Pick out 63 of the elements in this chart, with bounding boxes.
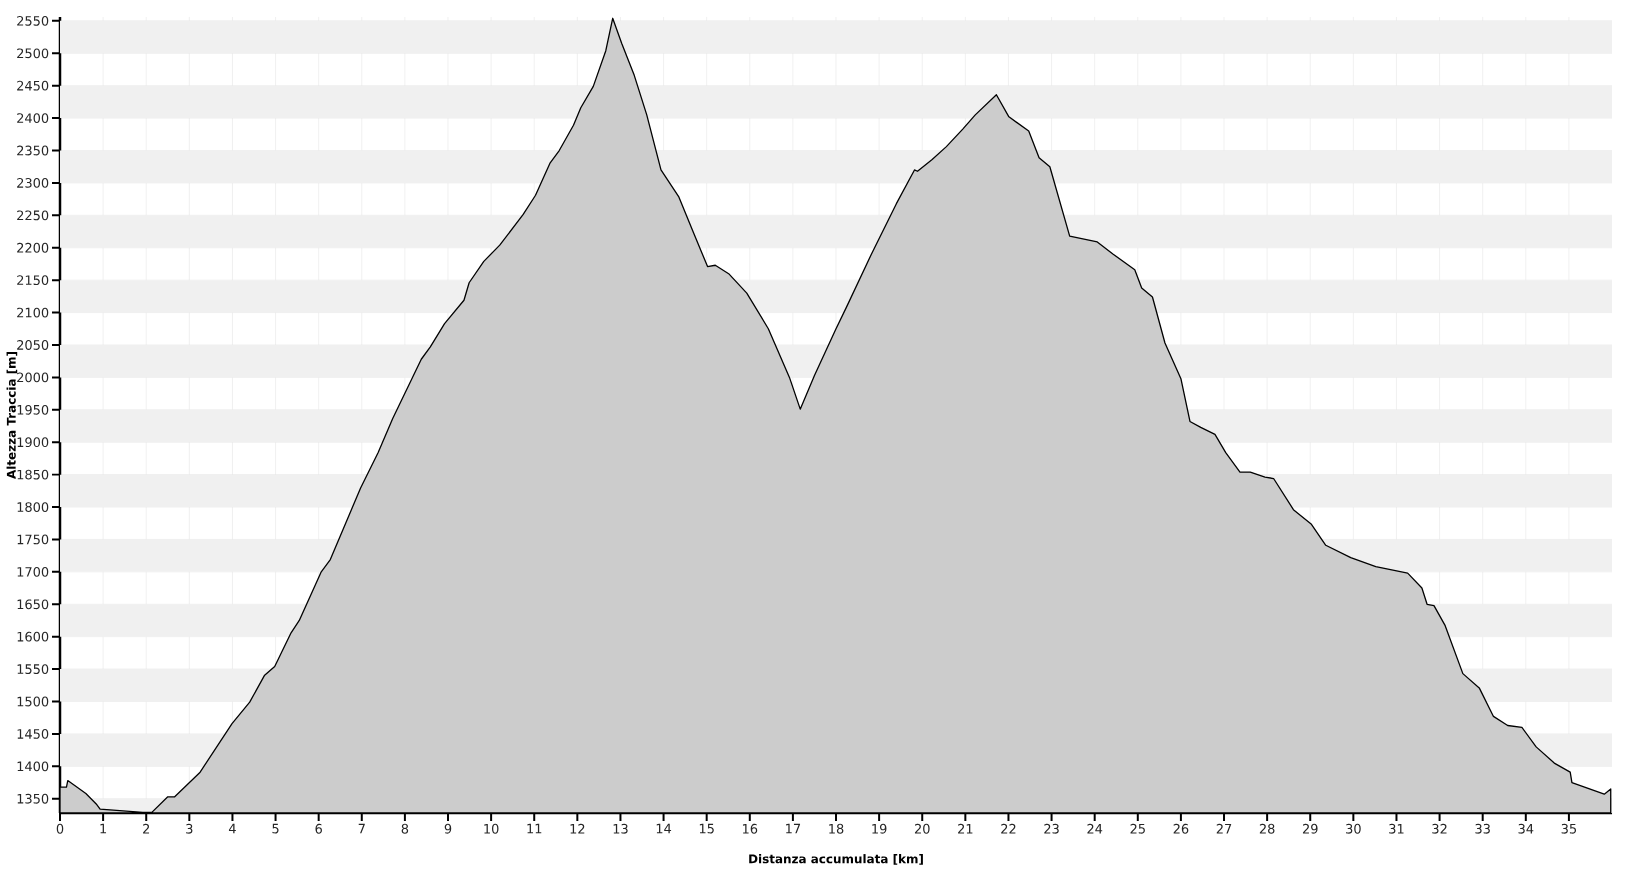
y-tick-label: 1950 — [17, 404, 49, 415]
x-tick-label: 10 — [484, 823, 499, 834]
y-axis-title: Altezza Traccia [m] — [6, 352, 18, 479]
y-tick-label: 1750 — [17, 534, 49, 545]
x-tick-label: 13 — [613, 823, 628, 834]
y-tick-label: 1800 — [17, 502, 49, 512]
x-tick-label: 6 — [315, 823, 322, 834]
y-tick-label: 2250 — [17, 210, 49, 221]
x-tick-label: 33 — [1475, 823, 1490, 834]
x-tick-label: 26 — [1173, 823, 1189, 834]
y-tick-label: 2150 — [17, 275, 49, 286]
y-tick-label: 1850 — [17, 469, 49, 480]
x-tick-label: 7 — [358, 823, 365, 834]
x-tick-label: 20 — [914, 823, 930, 834]
x-tick-label: 35 — [1561, 823, 1577, 834]
y-tick-label: 2000 — [17, 372, 49, 383]
x-tick-label: 5 — [272, 823, 279, 834]
y-tick-label: 2100 — [17, 307, 49, 318]
x-tick-label: 21 — [958, 823, 973, 834]
x-tick-label: 31 — [1389, 823, 1404, 834]
y-tick-label: 2050 — [17, 340, 49, 350]
y-tick-label: 1350 — [17, 793, 49, 804]
x-tick-label: 27 — [1216, 823, 1232, 834]
x-tick-label: 9 — [444, 823, 452, 834]
y-tick-label: 1700 — [17, 566, 49, 577]
x-tick-label: 1 — [100, 823, 107, 834]
y-tick-label: 1550 — [17, 664, 49, 674]
x-tick-label: 11 — [527, 823, 542, 834]
x-tick-label: 19 — [872, 823, 887, 834]
y-tick-label: 2500 — [17, 48, 49, 59]
y-tick-label: 1400 — [17, 761, 49, 772]
y-tick-label: 2300 — [17, 178, 49, 188]
x-tick-label: 18 — [829, 823, 844, 834]
x-tick-label: 29 — [1302, 823, 1318, 834]
x-tick-label: 23 — [1044, 823, 1059, 834]
x-tick-label: 22 — [1001, 823, 1016, 834]
x-tick-label: 30 — [1346, 823, 1361, 834]
x-tick-label: 14 — [656, 823, 672, 834]
x-tick-label: 28 — [1259, 823, 1275, 834]
x-tick-label: 2 — [143, 823, 150, 834]
y-tick-label: 1450 — [17, 729, 49, 739]
x-tick-label: 17 — [786, 823, 801, 834]
y-tick-label: 2200 — [17, 242, 49, 253]
y-tick-label: 1900 — [17, 437, 49, 448]
x-tick-label: 16 — [742, 823, 758, 834]
x-tick-label: 8 — [401, 823, 409, 834]
y-tick-label: 1500 — [17, 696, 49, 707]
x-tick-label: 25 — [1130, 823, 1145, 834]
x-tick-label: 24 — [1087, 823, 1103, 834]
y-tick-label: 2550 — [17, 15, 49, 26]
x-tick-label: 3 — [186, 823, 193, 834]
y-tick-label: 2350 — [17, 145, 49, 156]
x-tick-label: 15 — [699, 823, 714, 834]
x-tick-label: 4 — [228, 823, 236, 834]
y-tick-label: 2450 — [17, 80, 49, 91]
x-tick-label: 0 — [56, 823, 64, 834]
x-tick-label: 32 — [1432, 823, 1447, 834]
y-tick-label: 1650 — [17, 599, 49, 610]
x-tick-label: 12 — [570, 823, 585, 834]
y-tick-label: 2400 — [17, 113, 49, 123]
y-tick-label: 1600 — [17, 631, 49, 642]
x-axis-title: Distanza accumulata [km] — [749, 854, 923, 865]
x-tick-label: 34 — [1518, 823, 1534, 834]
